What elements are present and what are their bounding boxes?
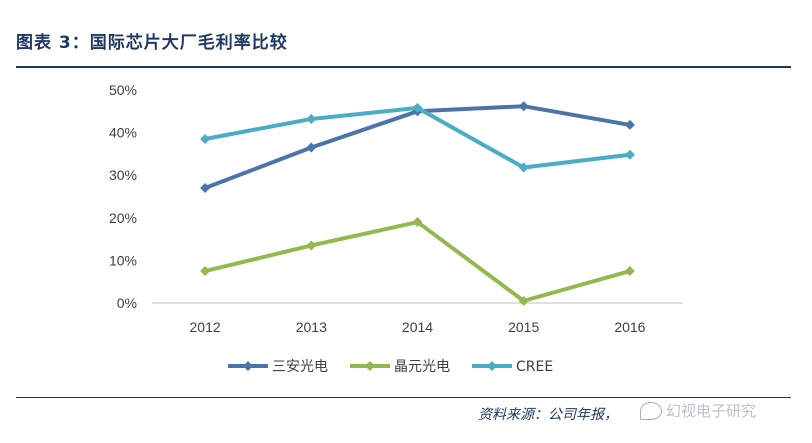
source-note: 资料来源：公司年报， <box>478 407 618 423</box>
data-point <box>624 266 635 277</box>
x-tick-label: 2013 <box>296 319 327 335</box>
data-point <box>200 266 211 277</box>
data-point <box>306 240 317 251</box>
y-tick-label: 0% <box>117 295 137 311</box>
x-tick-label: 2015 <box>508 319 539 335</box>
legend-label: 三安光电 <box>272 359 328 375</box>
y-tick-label: 40% <box>109 125 137 141</box>
data-point <box>306 142 317 153</box>
legend-item: 晶元光电 <box>350 359 450 375</box>
legend-label: 晶元光电 <box>394 359 450 375</box>
data-point <box>518 162 529 173</box>
y-tick-label: 20% <box>109 210 137 226</box>
data-point <box>518 295 529 306</box>
y-tick-label: 50% <box>109 82 137 98</box>
y-tick-label: 30% <box>109 167 137 183</box>
data-point <box>518 101 529 112</box>
legend-marker <box>243 361 253 371</box>
legend-marker <box>487 361 497 371</box>
data-point <box>412 102 423 113</box>
data-point <box>624 149 635 160</box>
x-tick-label: 2016 <box>614 319 645 335</box>
legend-item: CREE <box>472 359 553 375</box>
data-point <box>200 182 211 193</box>
x-tick-label: 2014 <box>402 319 433 335</box>
series-line <box>203 105 632 170</box>
watermark: 幻视电子研究 <box>640 400 756 421</box>
x-tick-label: 2012 <box>190 319 221 335</box>
series-group <box>200 101 635 193</box>
series-line <box>203 104 632 190</box>
legend-label: CREE <box>516 359 553 375</box>
title-divider <box>16 66 791 68</box>
watermark-text: 幻视电子研究 <box>666 402 757 420</box>
y-tick-label: 10% <box>109 252 137 268</box>
series-group <box>200 217 635 306</box>
series-group <box>200 102 635 173</box>
data-point <box>624 119 635 130</box>
footer-divider <box>16 397 791 398</box>
legend-item: 三安光电 <box>228 359 328 375</box>
data-point <box>306 113 317 124</box>
chart-title: 图表 3：国际芯片大厂毛利率比较 <box>16 33 288 53</box>
data-point <box>412 217 423 228</box>
wechat-icon <box>640 401 662 420</box>
data-point <box>200 133 211 144</box>
series-line <box>203 220 632 303</box>
legend-marker <box>365 361 375 371</box>
